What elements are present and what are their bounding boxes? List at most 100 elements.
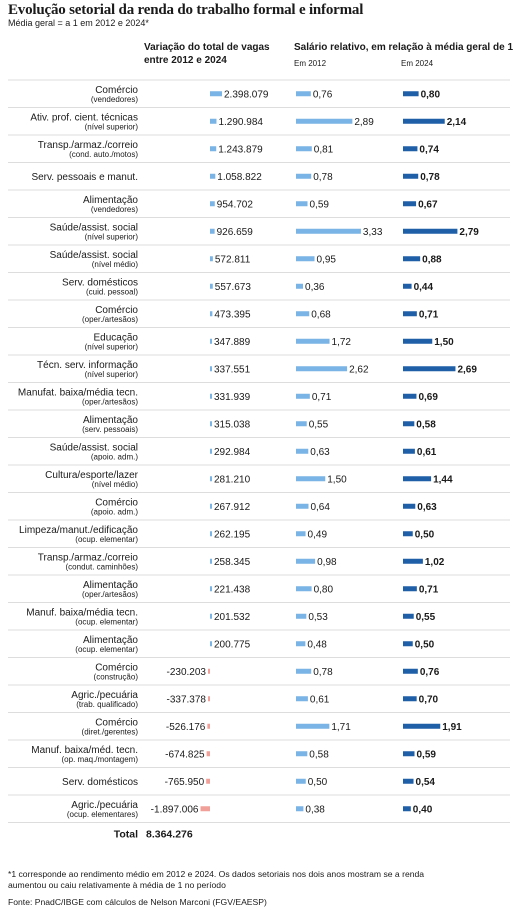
- salario-2012-bar: [296, 586, 312, 592]
- row-label: Alimentação: [83, 195, 138, 206]
- row-label: Serv. domésticos: [62, 777, 138, 788]
- salario-2012-value: 0,63: [310, 447, 330, 458]
- row-label: Educação: [94, 332, 139, 343]
- salario-2012-value: 0,36: [305, 282, 325, 293]
- vagas-value: 954.702: [217, 199, 254, 210]
- salario-2012-value: 0,50: [308, 777, 328, 788]
- row-label: Serv. pessoais e manut.: [31, 172, 138, 183]
- salario-2024-bar: [403, 668, 418, 674]
- vagas-value: 2.398.079: [224, 89, 269, 100]
- vagas-bar: [200, 806, 210, 812]
- salario-2012-bar: [296, 338, 330, 344]
- salario-2024-value: 1,44: [433, 474, 453, 485]
- salario-2024-bar: [403, 91, 419, 97]
- row-sublabel: (nível médio): [92, 260, 139, 269]
- vagas-bar: [210, 118, 217, 124]
- vagas-value: 281.210: [214, 474, 251, 485]
- salario-2024-bar: [403, 421, 415, 427]
- salario-2012-value: 0,98: [317, 557, 337, 568]
- row-label: Saúde/assist. social: [50, 222, 138, 233]
- salario-2012-bar: [296, 421, 307, 427]
- row-label: Manuf. baixa/média tecn.: [26, 607, 138, 618]
- salario-2012-bar: [296, 476, 326, 482]
- row-sublabel: (apoio. adm.): [91, 507, 138, 516]
- vagas-bar: [210, 393, 212, 399]
- salario-2024-value: 0,40: [413, 804, 433, 815]
- salario-2012-value: 0,48: [307, 639, 327, 650]
- salario-2024-value: 0,55: [416, 612, 436, 623]
- salario-2024-value: 0,88: [422, 254, 442, 265]
- row-label: Saúde/assist. social: [50, 250, 138, 261]
- vagas-value: 572.811: [215, 254, 251, 265]
- salario-2024-value: 0,50: [415, 529, 435, 540]
- salario-2012-bar: [296, 751, 308, 757]
- row-label: Agric./pecuária: [71, 800, 138, 811]
- row-sublabel: (nível superior): [85, 370, 139, 379]
- salario-2024-bar: [403, 201, 417, 207]
- row-sublabel: (ocup. elementar): [75, 535, 138, 544]
- salario-2012-bar: [296, 366, 348, 372]
- row-sublabel: (ocup. elementares): [67, 810, 138, 819]
- salario-2024-bar: [403, 393, 417, 399]
- vagas-bar: [210, 613, 212, 619]
- salario-2012-bar: [296, 806, 304, 812]
- vagas-bar: [210, 338, 212, 344]
- salario-2024-value: 1,02: [425, 557, 445, 568]
- salario-column-header: Salário relativo, em relação à média ger…: [294, 42, 513, 53]
- salario-2012-bar: [296, 668, 312, 674]
- salario-2012-value: 1,50: [327, 474, 347, 485]
- salario-2024-bar: [403, 558, 423, 564]
- salario-2012-bar: [296, 613, 307, 619]
- vagas-value: -526.176: [166, 722, 206, 733]
- salario-2012-bar: [296, 531, 306, 537]
- vagas-bar: [210, 503, 212, 509]
- vagas-bar: [210, 201, 215, 207]
- vagas-bar: [210, 558, 212, 564]
- total-label: Total: [114, 829, 138, 841]
- salario-2012-value: 0,49: [308, 529, 328, 540]
- vagas-value: 473.395: [214, 309, 251, 320]
- row-label: Saúde/assist. social: [50, 442, 138, 453]
- salario-2024-bar: [403, 228, 458, 234]
- row-label: Cultura/esporte/lazer: [45, 470, 138, 481]
- row-sublabel: (apoio. adm.): [91, 452, 138, 461]
- salario-2024-bar: [403, 503, 416, 509]
- row-sublabel: (op. maq./montagem): [62, 755, 139, 764]
- salario-2024-value: 0,76: [420, 667, 440, 678]
- salario-2024-bar: [403, 173, 419, 179]
- vagas-value: 337.551: [214, 364, 251, 375]
- vagas-bar: [206, 751, 210, 757]
- salario-2024-bar: [403, 806, 411, 812]
- row-sublabel: (nível médio): [92, 480, 139, 489]
- vagas-value: 201.532: [214, 612, 251, 623]
- salario-2024-value: 0,74: [419, 144, 439, 155]
- salario-2012-value: 0,55: [309, 419, 329, 430]
- salario-2012-value: 0,68: [311, 309, 331, 320]
- salario-2024-value: 0,50: [415, 639, 435, 650]
- row-sublabel: (nível superior): [85, 122, 139, 131]
- salario-2012-value: 0,61: [310, 694, 330, 705]
- vagas-header-line2: entre 2012 e 2024: [144, 54, 227, 66]
- salario-2024-bar: [403, 366, 456, 372]
- salario-2024-bar: [403, 641, 413, 647]
- salario-2024-value: 0,70: [419, 694, 439, 705]
- salario-2024-bar: [403, 751, 415, 757]
- salario-2024-bar: [403, 118, 445, 124]
- salario-2024-value: 0,58: [416, 419, 436, 430]
- salario-2024-value: 0,59: [417, 749, 437, 760]
- vagas-value: 1.058.822: [217, 172, 262, 183]
- row-sublabel: (nível superior): [85, 342, 139, 351]
- vagas-value: -337.378: [167, 694, 207, 705]
- vagas-value: 258.345: [214, 557, 251, 568]
- salario-2012-bar: [296, 641, 306, 647]
- vagas-value: 926.659: [217, 227, 254, 238]
- source-note: Fonte: PnadC/IBGE com cálculos de Nelson…: [8, 897, 267, 907]
- salario-2024-value: 0,71: [419, 584, 439, 595]
- row-sublabel: (trab. qualificado): [76, 700, 138, 709]
- row-label: Manuf. baixa/méd. tecn.: [31, 745, 138, 756]
- row-sublabel: (vendedores): [91, 205, 138, 214]
- salario-2012-bar: [296, 256, 315, 262]
- vagas-value: 262.195: [214, 529, 251, 540]
- vagas-bar: [210, 366, 212, 372]
- salario-2012-bar: [296, 448, 309, 454]
